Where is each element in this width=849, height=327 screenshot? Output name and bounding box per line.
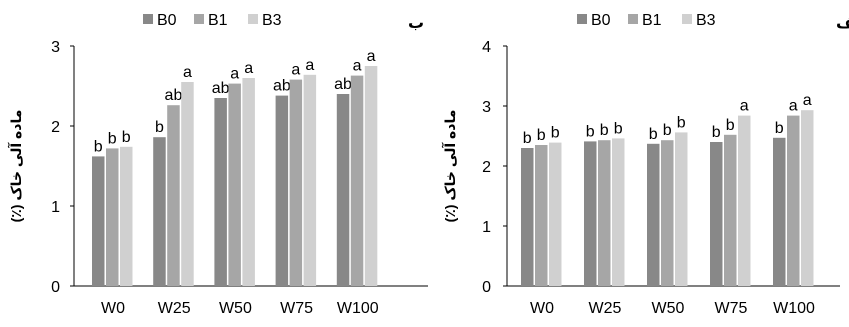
- panel-2-y-tick-label: 1: [482, 219, 491, 236]
- panel-2-significance-label: b: [726, 117, 735, 134]
- panel-1-x-tick-label-w0: W0: [101, 300, 125, 317]
- panel-2-y-tick-label: 3: [482, 99, 491, 116]
- panel-2-significance-label: a: [789, 98, 798, 115]
- panel-1-legend-swatch-b0: [143, 14, 153, 24]
- panel-2-bar-b0-w50: [647, 143, 660, 286]
- panel-1-bar-b3-w25: [181, 82, 194, 286]
- panel-1-legend-label-b3: B3: [262, 12, 282, 29]
- panel-2-bar-b3-w25: [612, 138, 625, 286]
- panel-2-significance-label: a: [803, 92, 812, 109]
- panel-1-significance-label: ab: [165, 87, 183, 104]
- panel-2-y-tick-label: 0: [482, 279, 491, 296]
- panel-2-x-tick-label-w75: W75: [715, 300, 748, 317]
- panel-2-bar-b1-w100: [787, 115, 800, 286]
- panel-1-y-tick-label: 1: [51, 199, 60, 216]
- panel-2-panel-letter: لف: [836, 15, 849, 32]
- panel-2-bar-b0-w0: [521, 148, 534, 286]
- panel-1-bar-b3-w50: [242, 78, 255, 286]
- panel-1-legend-label-b0: B0: [157, 12, 177, 29]
- panel-2-legend-label-b0: B0: [591, 12, 611, 29]
- panel-2-y-tick-label: 2: [482, 159, 491, 176]
- panel-2-significance-label: b: [600, 122, 609, 139]
- panel-2-significance-label: b: [551, 125, 560, 142]
- panel-1-bar-b1-w0: [106, 148, 119, 286]
- panel-2-significance-label: b: [649, 126, 658, 143]
- panel-1-bar-b0-w75: [275, 95, 289, 286]
- panel-1-legend-swatch-b3: [248, 14, 258, 24]
- panel-2-significance-label: b: [663, 122, 672, 139]
- panel-1-bar-b0-w0: [92, 156, 105, 286]
- panel-2-significance-label: b: [775, 120, 784, 137]
- panel-1-x-tick-label-w100: W100: [337, 300, 379, 317]
- panel-2-x-tick-label-w25: W25: [589, 300, 622, 317]
- panel-1-y-tick-label: 2: [51, 119, 60, 136]
- panel-2-legend-swatch-b0: [577, 14, 587, 24]
- panel-1-significance-label: b: [108, 130, 117, 147]
- panel-1-bar-b0-w100: [336, 94, 350, 286]
- panel-2-x-tick-label-w0: W0: [530, 300, 554, 317]
- panel-2-bar-b0-w75: [710, 142, 723, 286]
- panel-1-significance-label: b: [122, 129, 131, 146]
- panel-2-bar-b3-w50: [675, 132, 688, 286]
- panel-1-x-tick-label-w50: W50: [219, 300, 252, 317]
- panel-2-x-tick-label-w100: W100: [773, 300, 815, 317]
- panel-1-significance-label: a: [367, 48, 376, 65]
- panel-2-legend-swatch-b3: [682, 14, 692, 24]
- panel-2-x-tick-label-w50: W50: [652, 300, 685, 317]
- panel-1-bar-b0-w25: [153, 137, 166, 286]
- panel-2-bar-b0-w100: [773, 137, 786, 286]
- panel-2-significance-label: a: [740, 98, 749, 115]
- panel-2-legend-label-b1: B1: [642, 12, 662, 29]
- panel-1-x-tick-label-w75: W75: [280, 300, 313, 317]
- panel-2-bar-b3-w100: [801, 110, 814, 286]
- panel-1-significance-label: a: [291, 62, 300, 79]
- panel-1-significance-label: a: [305, 57, 314, 74]
- panel-2-bar-b1-w25: [598, 140, 611, 286]
- panel-2-significance-label: b: [523, 130, 532, 147]
- panel-1-legend-label-b1: B1: [208, 12, 228, 29]
- panel-2-bar-b1-w50: [661, 140, 674, 286]
- panel-1-significance-label: b: [155, 119, 164, 136]
- panel-2-significance-label: b: [712, 124, 721, 141]
- panel-2-legend-swatch-b1: [628, 14, 638, 24]
- panel-1-significance-label: a: [353, 58, 362, 75]
- panel-1-panel-letter: ب: [408, 15, 424, 32]
- panel-1-bar-b3-w0: [120, 146, 133, 286]
- panel-1-significance-label: a: [244, 60, 253, 77]
- panel-1-significance-label: ab: [212, 80, 230, 97]
- panel-2-bar-b1-w0: [535, 145, 548, 286]
- panel-2-significance-label: b: [614, 120, 623, 137]
- panel-1-bar-b1-w25: [167, 105, 180, 286]
- panel-1-bar-b3-w100: [364, 66, 378, 286]
- panel-2-significance-label: b: [677, 114, 686, 131]
- panel-2-significance-label: b: [537, 127, 546, 144]
- panel-1-significance-label: a: [183, 64, 192, 81]
- panel-1-legend-swatch-b1: [194, 14, 204, 24]
- panel-1-significance-label: a: [230, 66, 239, 83]
- panel-2-bar-b1-w75: [724, 134, 737, 286]
- panel-2-y-axis-title: ماده آلی خاک (٪): [441, 110, 458, 223]
- panel-1-y-axis-title: ماده آلی خاک (٪): [7, 110, 24, 223]
- panel-2-bar-b3-w75: [738, 115, 751, 286]
- panel-2-bar-b0-w25: [584, 141, 597, 286]
- panel-1-significance-label: ab: [334, 76, 352, 93]
- panel-1-significance-label: b: [94, 138, 103, 155]
- panel-1-y-tick-label: 3: [51, 39, 60, 56]
- panel-2-bar-b3-w0: [549, 142, 562, 286]
- panel-1-y-tick-label: 0: [51, 279, 60, 296]
- panel-1-significance-label: ab: [273, 78, 291, 95]
- panel-1-bar-b3-w75: [303, 74, 317, 286]
- panel-1-bar-b1-w75: [289, 79, 303, 286]
- panel-1-bar-b0-w50: [214, 98, 227, 286]
- panel-2-y-tick-label: 4: [482, 39, 491, 56]
- panel-1-x-tick-label-w25: W25: [158, 300, 191, 317]
- panel-1-bar-b1-w50: [228, 83, 241, 286]
- panel-2-legend-label-b3: B3: [696, 12, 716, 29]
- panel-2-significance-label: b: [586, 123, 595, 140]
- panel-1-bar-b1-w100: [350, 75, 364, 286]
